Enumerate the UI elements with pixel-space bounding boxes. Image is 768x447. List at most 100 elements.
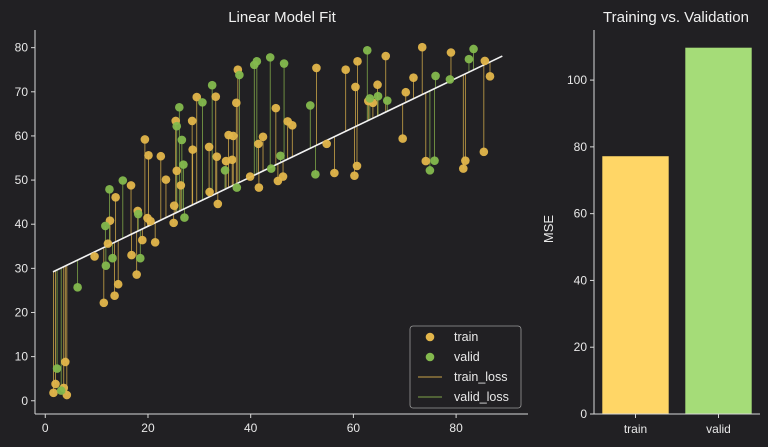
train_loss-legend-label: train_loss <box>454 370 508 384</box>
valid-point <box>133 209 143 219</box>
train-point <box>60 357 70 367</box>
train-point <box>146 216 155 226</box>
valid-point <box>179 160 188 169</box>
valid-point <box>252 57 262 66</box>
train-point <box>352 161 362 171</box>
train-point <box>213 199 223 209</box>
x-tick-label: 40 <box>244 421 258 435</box>
valid_loss-legend-label: valid_loss <box>454 390 509 404</box>
train-point <box>111 192 120 202</box>
train-point <box>140 135 150 144</box>
valid-point <box>207 80 217 90</box>
train-point <box>254 139 263 149</box>
train-point <box>485 72 495 81</box>
train-point <box>381 51 391 61</box>
train-point <box>103 239 113 248</box>
x-tick-label: 0 <box>42 421 49 435</box>
train-point <box>49 388 58 398</box>
bar-category-label: train <box>624 422 647 436</box>
y-tick-label: 0 <box>580 407 587 421</box>
train-point <box>350 171 359 180</box>
y-tick-label: 40 <box>574 273 588 287</box>
train-point <box>188 145 197 154</box>
train-point <box>258 132 268 142</box>
linear-fit-panel: Linear Model Fit 0 20 40 60 80 0 10 20 30 40 50 60 7… <box>15 9 528 435</box>
valid-point <box>235 70 244 80</box>
y-tick-label: 70 <box>15 85 29 99</box>
valid-point <box>373 91 383 101</box>
valid-point <box>430 156 439 165</box>
y-tick-label: 100 <box>567 73 587 87</box>
valid-point <box>362 46 372 55</box>
train-point <box>330 168 339 178</box>
train-point <box>254 183 264 192</box>
train-point <box>479 147 489 157</box>
valid-point <box>266 164 276 173</box>
left-axes <box>34 30 528 415</box>
y-tick-label: 20 <box>574 340 588 354</box>
train-point <box>132 270 141 279</box>
valid-legend-label: valid <box>454 350 480 364</box>
bars <box>602 47 752 415</box>
fit-line <box>52 55 503 273</box>
train-point <box>169 218 178 228</box>
left-axis-ticks: 0 20 40 60 80 0 10 20 30 40 50 60 70 80 <box>15 41 463 435</box>
train-point <box>351 82 360 92</box>
valid-point <box>276 151 285 161</box>
train-point <box>398 134 407 143</box>
y-tick-label: 20 <box>15 305 29 319</box>
train-point <box>90 252 99 261</box>
y-tick-label: 60 <box>574 207 588 221</box>
y-tick-label: 10 <box>15 350 29 364</box>
y-tick-label: 80 <box>15 41 29 55</box>
y-tick-label: 30 <box>15 261 29 275</box>
train-point <box>110 291 119 301</box>
valid-point <box>172 121 182 131</box>
valid-point <box>365 94 375 103</box>
train-point <box>417 42 427 52</box>
train-point <box>187 116 197 126</box>
mse-bar-panel: Training vs. Validation MSE train valid 0 2… <box>541 9 760 436</box>
train-point <box>341 65 350 75</box>
valid-point <box>180 213 189 222</box>
valid-point <box>52 364 62 373</box>
y-tick-label: 0 <box>21 394 28 408</box>
train-point <box>245 172 255 181</box>
train-point <box>156 151 166 161</box>
valid-point <box>232 183 242 192</box>
train-point <box>353 57 362 66</box>
train-point <box>212 152 222 161</box>
train-point <box>228 131 238 141</box>
train-point <box>127 250 136 260</box>
train-point <box>458 164 468 173</box>
valid-point <box>101 261 111 270</box>
train-point <box>421 156 431 166</box>
train-point <box>211 92 221 101</box>
x-tick-label: 60 <box>347 421 361 435</box>
valid-point <box>464 54 474 64</box>
train-point <box>409 73 418 82</box>
train-point <box>461 156 470 165</box>
train-point <box>278 172 288 181</box>
train-point <box>51 379 60 389</box>
valid-point <box>425 166 435 175</box>
mse-axis-label: MSE <box>541 215 556 244</box>
train-point <box>322 139 331 149</box>
valid-point <box>56 386 66 395</box>
train-point <box>99 298 109 308</box>
left-chart-title: Linear Model Fit <box>228 9 336 26</box>
valid-point <box>175 102 184 112</box>
train-point <box>172 166 182 176</box>
train-point <box>138 235 147 245</box>
train-point <box>150 238 160 247</box>
train-point <box>113 279 123 289</box>
valid-point <box>445 75 455 84</box>
valid-point <box>431 71 440 81</box>
valid-point <box>177 135 187 145</box>
right-axes <box>593 30 760 415</box>
y-tick-label: 60 <box>15 129 29 143</box>
train-point <box>227 155 237 165</box>
right-axis-ticks: train valid 0 20 40 60 80 100 <box>567 73 731 436</box>
valid-point <box>118 176 128 185</box>
